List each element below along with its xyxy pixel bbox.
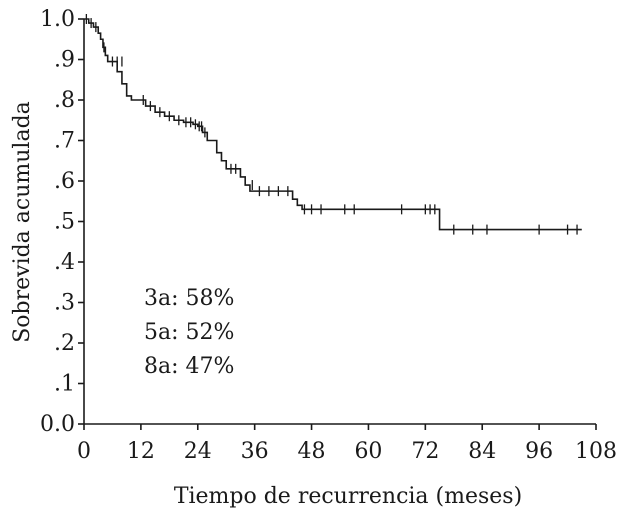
x-tick-label: 36 — [241, 439, 269, 464]
x-tick-label: 108 — [575, 439, 617, 464]
y-axis-title: Sobrevida acumulada — [10, 101, 35, 343]
km-curve-group — [84, 18, 582, 231]
x-tick-label: 60 — [354, 439, 382, 464]
x-tick-label: 72 — [411, 439, 439, 464]
x-tick-label: 24 — [184, 439, 212, 464]
y-tick-label: .1 — [54, 372, 75, 397]
y-axis-ticks: 0.0 .1 .2 .3 .4 .5 .6 .7 .8 .9 1.0 — [40, 7, 84, 437]
censor-marks-group — [85, 14, 578, 235]
y-tick-label: .8 — [54, 88, 75, 113]
x-tick-label: 84 — [468, 439, 496, 464]
survival-annotation: 3a: 58% — [144, 286, 234, 311]
y-tick-label: 0.0 — [40, 412, 75, 437]
survival-annotation: 5a: 52% — [144, 320, 234, 345]
y-tick-label: .4 — [54, 250, 75, 275]
annotation-group: 3a: 58% 5a: 52% 8a: 47% — [144, 286, 234, 379]
survival-curve-line — [84, 18, 582, 231]
x-tick-label: 96 — [525, 439, 553, 464]
y-tick-label: .3 — [54, 291, 75, 316]
x-tick-label: 48 — [298, 439, 326, 464]
y-tick-label: .6 — [54, 169, 75, 194]
y-tick-label: .7 — [54, 129, 75, 154]
x-axis-ticks: 0 12 24 36 48 60 72 84 96 108 — [77, 424, 617, 464]
survival-annotation: 8a: 47% — [144, 354, 234, 379]
y-tick-label: 1.0 — [40, 7, 75, 32]
y-tick-label: .5 — [54, 210, 75, 235]
y-tick-label: .9 — [54, 48, 75, 73]
y-tick-label: .2 — [54, 331, 75, 356]
x-tick-label: 12 — [127, 439, 155, 464]
x-tick-label: 0 — [77, 439, 91, 464]
x-axis-title: Tiempo de recurrencia (meses) — [174, 484, 522, 509]
